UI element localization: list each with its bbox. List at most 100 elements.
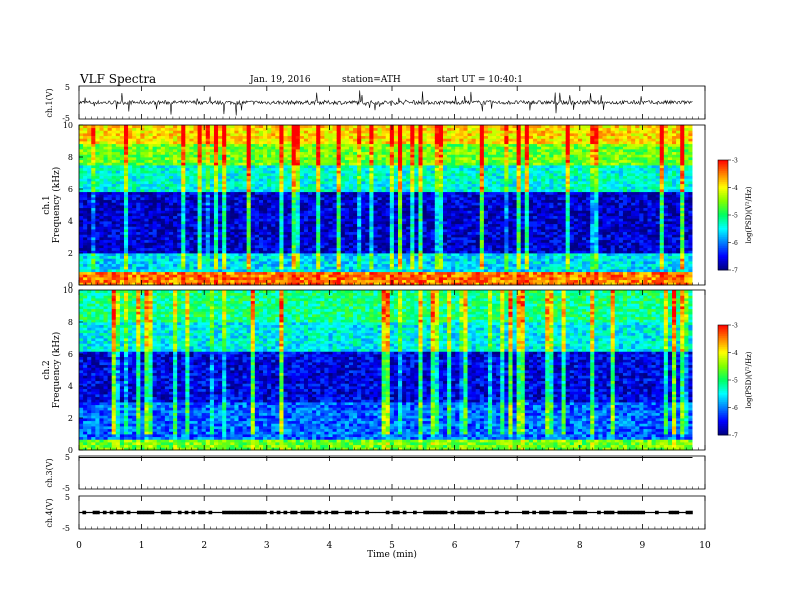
spectrogram-cell (230, 231, 235, 235)
spectrogram-cell (91, 151, 96, 155)
spectrogram-cell (189, 229, 194, 233)
spectrogram-cell (201, 261, 207, 265)
spectrogram-cell (181, 125, 186, 129)
spectrogram-cell (410, 223, 415, 227)
spectrogram-cell (312, 170, 317, 174)
spectrogram-cell (209, 141, 215, 145)
spectrogram-cell (254, 165, 260, 169)
spectrogram-cell (340, 167, 346, 171)
spectrogram-cell (177, 253, 182, 257)
spectrogram-cell (299, 175, 305, 179)
spectrogram-cell (115, 218, 121, 222)
spectrogram-cell (332, 221, 338, 225)
spectrogram-cell (308, 207, 313, 211)
spectrogram-cell (406, 261, 411, 265)
spectrogram-cell (328, 133, 333, 137)
spectrogram-cell (119, 191, 125, 195)
spectrogram-cell (99, 213, 104, 217)
spectrogram-cell (181, 149, 186, 153)
spectrogram-cell (115, 279, 121, 283)
spectrogram-cell (312, 138, 317, 142)
spectrogram-cell (344, 277, 350, 281)
spectrogram-cell (107, 253, 113, 257)
spectrogram-cell (160, 234, 166, 238)
spectrogram-cell (320, 175, 325, 179)
spectrogram-cell (291, 205, 297, 209)
spectrogram-cell (353, 189, 358, 193)
spectrogram-cell (250, 250, 256, 254)
spectrogram-cell (193, 130, 199, 134)
spectrogram-cell (103, 223, 109, 227)
spectrogram-cell (128, 146, 133, 150)
spectrogram-cell (111, 197, 117, 201)
spectrogram-cell (365, 135, 370, 139)
spectrogram-cell (115, 138, 121, 142)
spectrogram-cell (209, 271, 215, 275)
spectrogram-cell (398, 159, 403, 163)
spectrogram-cell (230, 239, 235, 243)
spectrogram-cell (152, 146, 158, 150)
spectrogram-cell (230, 253, 235, 257)
spectrogram-cell (377, 133, 383, 137)
spectrogram-cell (369, 162, 374, 166)
spectrogram-cell (263, 157, 268, 161)
spectrogram-cell (197, 250, 203, 254)
spectrogram-cell (324, 178, 329, 182)
spectrogram-cell (369, 218, 374, 222)
spectrogram-cell (205, 133, 211, 137)
spectrogram-cell (267, 218, 272, 222)
spectrogram-cell (246, 245, 252, 249)
spectrogram-cell (258, 223, 264, 227)
spectrogram-cell (242, 266, 248, 270)
spectrogram-cell (87, 213, 92, 217)
spectrogram-cell (287, 170, 293, 174)
spectrogram-cell (312, 255, 317, 259)
spectrogram-cell (381, 223, 387, 227)
spectrogram-cell (271, 213, 276, 217)
spectrogram-cell (308, 205, 313, 209)
spectrogram-cell (316, 274, 321, 278)
spectrogram-cell (103, 130, 109, 134)
spectrogram-cell (136, 234, 141, 238)
spectrogram-cell (258, 279, 264, 283)
spectrogram-cell (132, 178, 137, 182)
spectrogram-cell (258, 247, 264, 251)
spectrogram-cell (189, 149, 194, 153)
spectrogram-cell (201, 183, 207, 187)
spectrogram-cell (209, 127, 215, 131)
spectrogram-cell (308, 141, 313, 145)
spectrogram-cell (267, 223, 272, 227)
spectrogram-cell (316, 165, 321, 169)
spectrogram-cell (275, 223, 280, 227)
spectrogram-cell (365, 274, 370, 278)
spectrogram-cell (222, 279, 227, 283)
spectrogram-cell (107, 165, 113, 169)
spectrogram-cell (336, 189, 342, 193)
spectrogram-cell (230, 191, 235, 195)
spectrogram-cell (246, 189, 252, 193)
spectrogram-cell (336, 279, 342, 283)
spectrogram-cell (218, 274, 223, 278)
spectrogram-cell (361, 213, 366, 217)
spectrogram-cell (119, 221, 125, 225)
spectrogram-cell (365, 189, 370, 193)
spectrogram-cell (218, 162, 223, 166)
spectrogram-cell (361, 221, 366, 225)
spectrogram-cell (230, 245, 235, 249)
spectrogram-cell (246, 226, 252, 230)
spectrogram-cell (173, 130, 178, 134)
spectrogram-cell (140, 231, 145, 235)
spectrogram-cell (123, 223, 129, 227)
spectrogram-cell (283, 266, 288, 270)
spectrogram-cell (160, 205, 166, 209)
spectrogram-cell (238, 138, 243, 142)
spectrogram-cell (95, 258, 100, 262)
spectrogram-cell (287, 183, 293, 187)
spectrogram-cell (123, 242, 129, 246)
spectrogram-cell (283, 269, 288, 273)
spectrogram-cell (209, 162, 215, 166)
spectrogram-cell (160, 143, 166, 147)
spectrogram-cell (287, 237, 293, 241)
spectrogram-cell (369, 279, 374, 283)
spectrogram-cell (410, 151, 415, 155)
